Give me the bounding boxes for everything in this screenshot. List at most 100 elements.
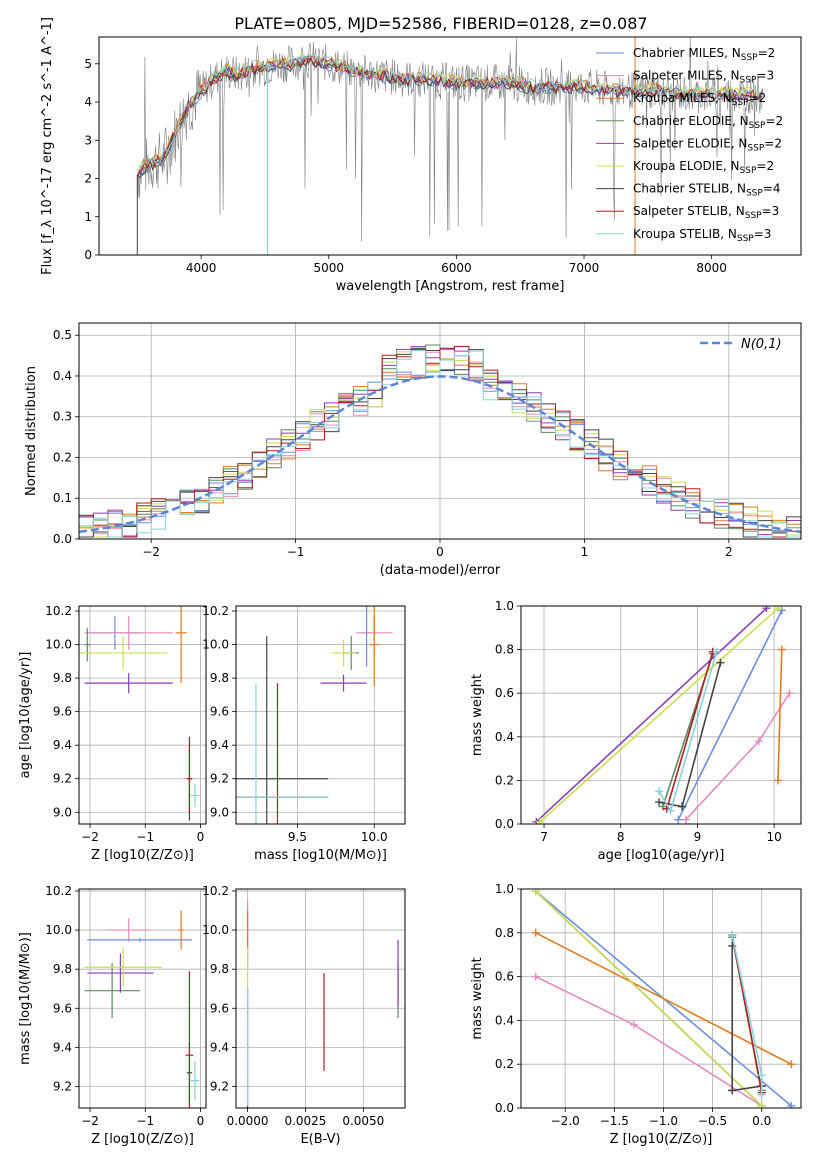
plus-marker (678, 802, 687, 811)
legend-entry: Chabrier MILES, NSSP=2 (633, 46, 775, 63)
x-tick-label: 7000 (569, 261, 600, 275)
plus-marker (681, 815, 690, 824)
axes-frame (98, 36, 802, 256)
y-tick-label: 0.8 (495, 926, 514, 940)
model-spectrum-line (136, 55, 764, 183)
x-tick-label: 6000 (441, 261, 472, 275)
y-tick-label: 9.2 (210, 1079, 229, 1093)
x-axis-label: Z [log10(Z/Z⊙)] (91, 848, 194, 863)
panel-mass-weight-vs-Z: −2.0 −1.5 −1.0 −0.5 0.0 0.0 0.2 0.4 0.6 0.8 1.0 Z [… (470, 882, 802, 1147)
x-tick-label: −2 (81, 1114, 99, 1128)
y-tick-label: 3 (84, 133, 92, 147)
plus-marker (773, 776, 782, 785)
legend-subscript: SSP (740, 76, 757, 86)
panel-mass-vs-EBV: 0.0000 0.0025 0.0050 9.2 9.4 9.6 9.8 10.0 10.2 E(… (202, 884, 406, 1147)
plus-marker (531, 972, 540, 981)
x-tick-label: 2 (725, 545, 733, 559)
plus-marker (787, 1060, 796, 1069)
mass-weight-line (535, 890, 763, 1107)
y-tick-label: 1.0 (495, 599, 514, 613)
plus-marker (531, 928, 540, 937)
y-tick-label: 9.8 (53, 962, 72, 976)
legend-entry: Salpeter STELIB, NSSP=3 (633, 204, 779, 221)
y-tick-label: 9.4 (53, 1040, 72, 1054)
x-tick-label: 0 (197, 830, 205, 844)
x-tick-label: 1 (581, 545, 589, 559)
x-tick-label: 7 (540, 830, 548, 844)
y-tick-label: 9.6 (210, 705, 229, 719)
y-tick-label: 0.4 (495, 730, 514, 744)
legend-value: =2 (749, 91, 767, 105)
legend-value: =3 (762, 204, 780, 218)
y-tick-label: 9.8 (210, 962, 229, 976)
y-axis-label: Flux [f_λ 10^-17 erg cm^-2 s^-1 A^-1] (40, 17, 55, 275)
mass-weight-line (535, 607, 768, 823)
y-tick-label: 9.4 (210, 738, 229, 752)
y-tick-label: 9.2 (53, 1079, 72, 1093)
mass-weight-line (535, 932, 792, 1065)
x-tick-label: 8 (617, 830, 625, 844)
plus-marker (787, 1101, 796, 1108)
y-tick-label: 10.0 (45, 923, 72, 937)
y-tick-label: 0.4 (53, 369, 72, 383)
legend-entry: Kroupa STELIB, NSSP=3 (633, 227, 771, 244)
x-axis-label: mass [log10(M/M⊙)] (254, 848, 387, 863)
plus-marker (754, 737, 763, 746)
x-tick-label: −2.0 (551, 1114, 580, 1128)
y-tick-label: 10.2 (45, 884, 72, 898)
y-tick-label: 9.4 (210, 1040, 229, 1054)
axes-frame (520, 605, 802, 825)
plus-marker (757, 1090, 766, 1099)
y-tick-label: 0.2 (495, 1057, 514, 1071)
x-axis-label: E(B-V) (300, 1132, 340, 1147)
y-tick-label: 9.8 (210, 671, 229, 685)
y-tick-label: 9.6 (210, 1001, 229, 1015)
axes-frame (78, 888, 207, 1109)
histogram-step-line (79, 350, 801, 538)
plus-marker (728, 930, 737, 939)
legend-value: =4 (763, 182, 781, 196)
legend-value: =2 (758, 46, 776, 60)
plus-marker (536, 817, 545, 824)
x-tick-label: 0.0050 (342, 1114, 384, 1128)
model-spectrum-line (136, 55, 764, 180)
mass-weight-line (539, 607, 779, 823)
plus-marker (716, 658, 725, 667)
plus-marker (777, 645, 786, 654)
legend-entry: Chabrier ELODIE, NSSP=2 (633, 114, 783, 131)
legend-label: Salpeter MILES, N (633, 69, 740, 83)
legend-label: Chabrier STELIB, N (633, 182, 746, 196)
y-tick-label: 0.2 (495, 773, 514, 787)
y-axis-label: mass weight (470, 957, 485, 1039)
y-tick-label: 9.2 (53, 772, 72, 786)
x-axis-label: (data-model)/error (380, 563, 501, 578)
y-tick-label: 0.5 (53, 328, 72, 342)
y-tick-label: 10.0 (202, 638, 229, 652)
y-tick-label: 4 (84, 95, 92, 109)
y-tick-label: 0.8 (495, 643, 514, 657)
plus-marker (531, 889, 540, 896)
legend-label: Chabrier ELODIE, N (633, 114, 749, 128)
x-axis-label: Z [log10(Z/Z⊙)] (91, 1132, 194, 1147)
y-tick-label: 5 (84, 57, 92, 71)
legend-label: Salpeter ELODIE, N (633, 136, 747, 150)
y-tick-label: 9.4 (53, 738, 72, 752)
mass-weight-line (658, 662, 722, 808)
histogram-step-line (79, 345, 801, 538)
axes-frame (235, 605, 406, 825)
mass-weight-line (677, 610, 783, 820)
plus-marker (762, 606, 771, 613)
plot-area (84, 910, 200, 1108)
plot-area (79, 606, 200, 821)
data-spectrum-line (137, 37, 763, 242)
y-tick-label: 9.6 (53, 1001, 72, 1015)
plus-marker (785, 689, 794, 698)
x-tick-label: 0 (197, 1114, 205, 1128)
x-tick-label: 5000 (313, 261, 344, 275)
legend-subscript: SSP (747, 143, 764, 153)
y-tick-label: 9.8 (53, 671, 72, 685)
mass-weight-line (666, 651, 714, 809)
y-tick-label: 0.4 (495, 1013, 514, 1027)
plot-area (136, 37, 764, 255)
panel-residual-distribution: −2 −1 0 1 2 0.0 0.1 0.2 0.3 0.4 0.5 (data-model)/er… (24, 322, 802, 578)
